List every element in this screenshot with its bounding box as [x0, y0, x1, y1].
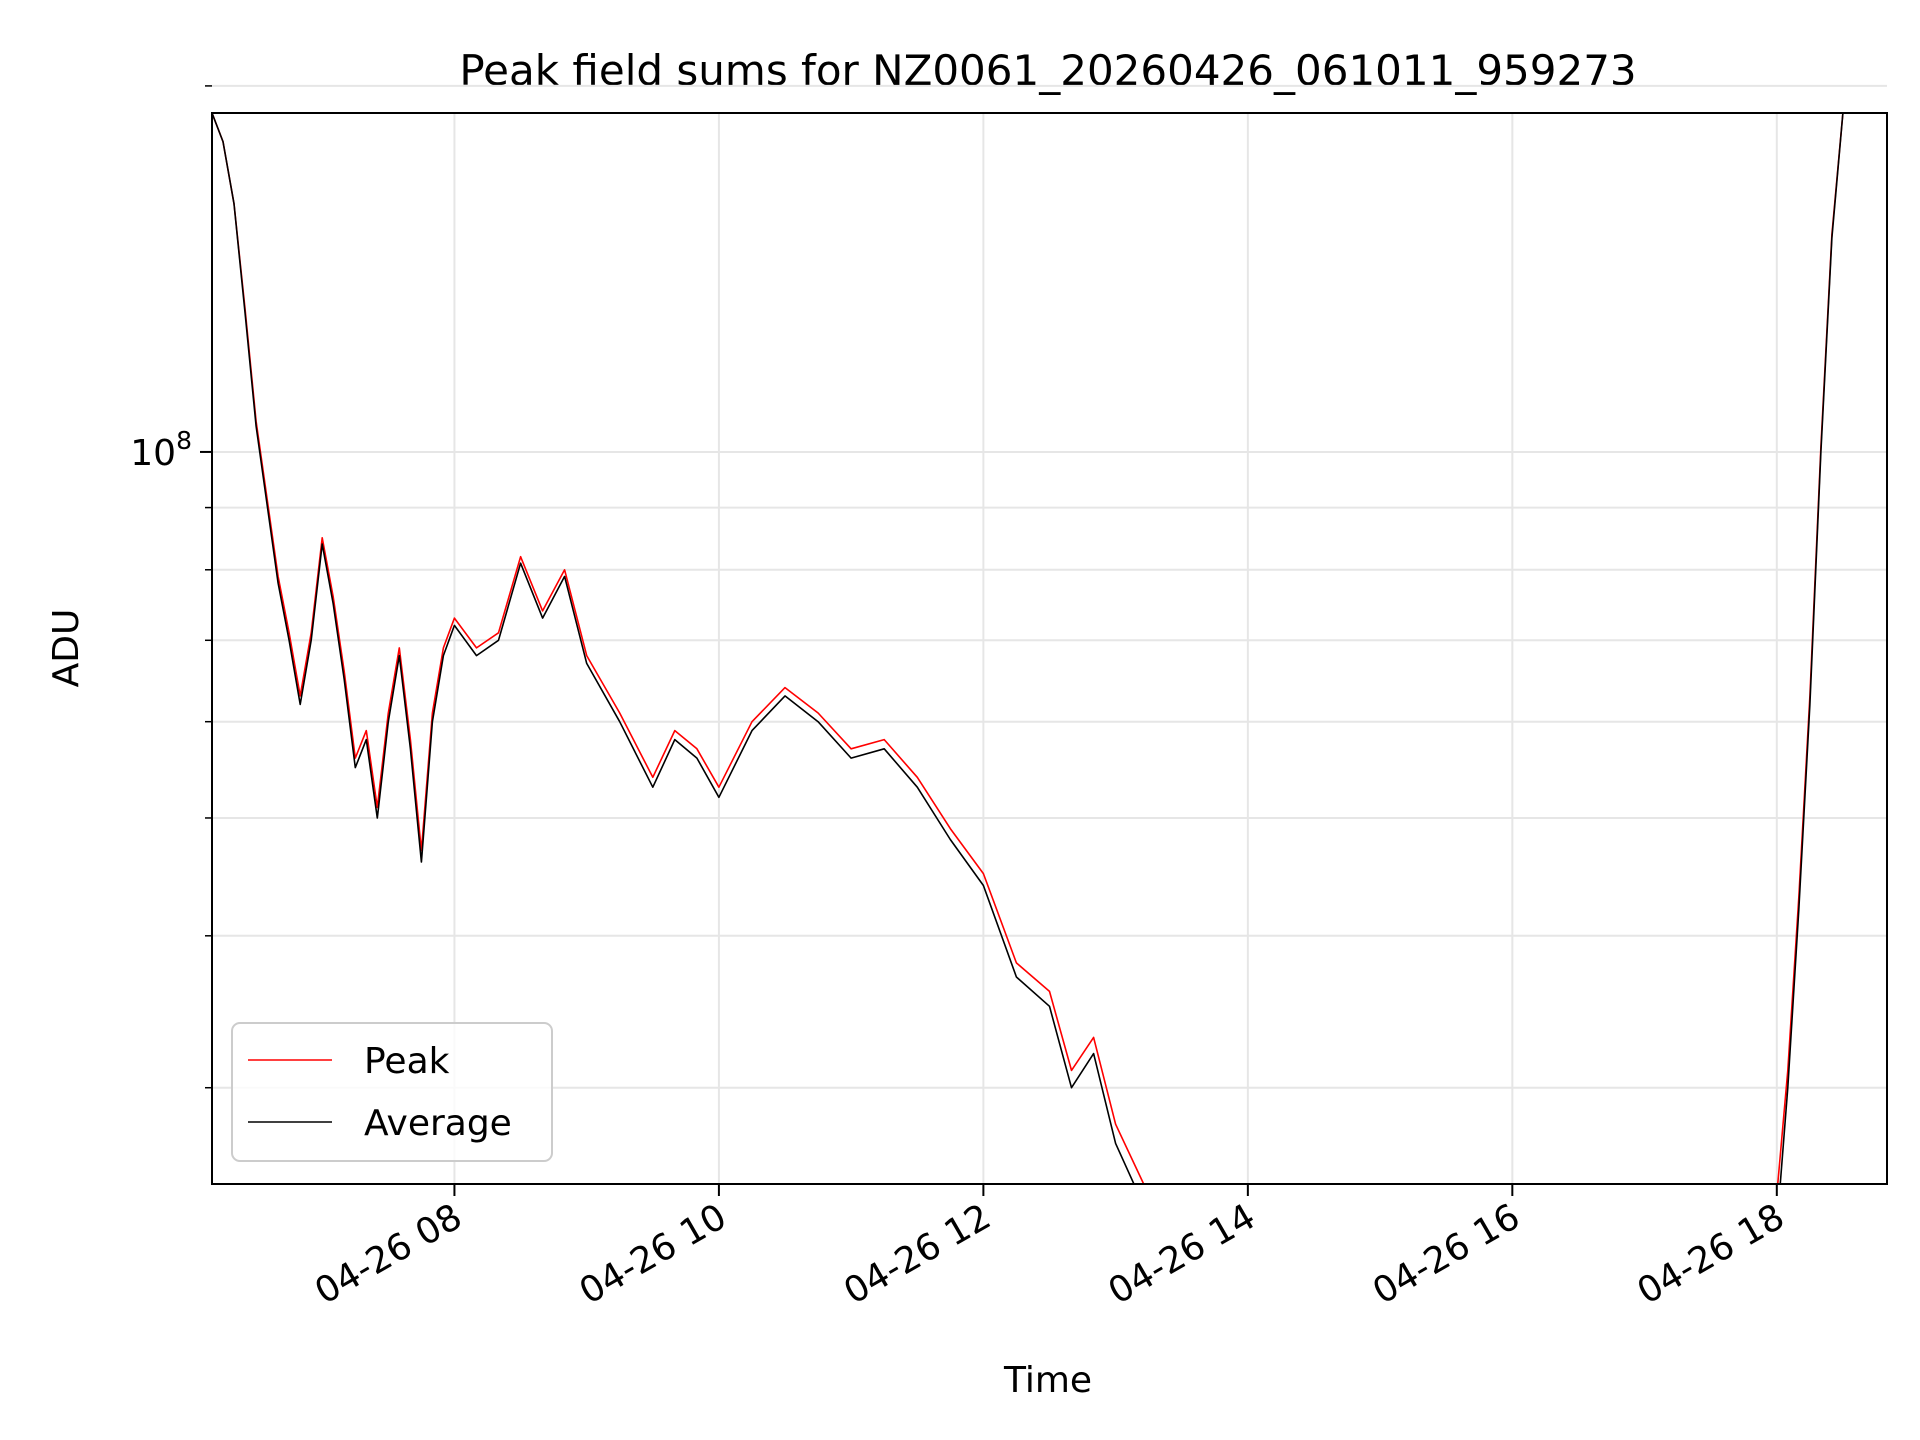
- y-axis: 108: [130, 85, 212, 1089]
- x-axis-label: Time: [1003, 1360, 1092, 1401]
- legend: Peak Average: [231, 1022, 553, 1162]
- grid: [212, 84, 1887, 1184]
- plot-frame: [211, 112, 1888, 1185]
- y-axis-label: ADU: [46, 609, 87, 688]
- legend-peak-label: Peak: [364, 1041, 450, 1082]
- legend-box: [231, 1022, 553, 1162]
- plot-area: [212, 113, 1865, 1184]
- y-tick-label: 108: [130, 426, 192, 474]
- chart-title: Peak field sums for NZ0061_20260426_0610…: [459, 46, 1636, 95]
- series-line-peak: [212, 113, 1865, 1184]
- legend-average-label: Average: [364, 1103, 512, 1144]
- series-line-average: [212, 113, 1865, 1184]
